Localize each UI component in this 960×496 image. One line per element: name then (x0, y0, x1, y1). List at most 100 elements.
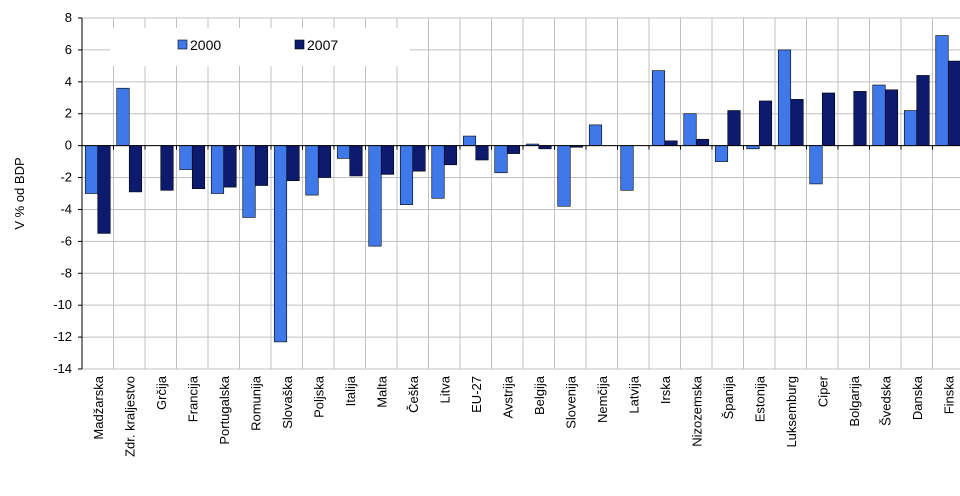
bar-2007-7 (286, 145, 300, 182)
bar-2000-28 (935, 35, 949, 146)
bar-2007-3 (160, 145, 174, 191)
bar-2007-9 (349, 145, 363, 177)
legend-background (110, 28, 410, 66)
y-tick-label: 8 (65, 10, 72, 25)
bar-2007-12 (443, 145, 458, 166)
bar-2000-14 (494, 145, 508, 174)
category-label: Španija (721, 375, 736, 419)
bar-2000-1 (84, 145, 99, 194)
y-tick-label: -6 (60, 233, 72, 248)
bar-2007-23 (790, 99, 804, 146)
bar-2000-17 (588, 124, 603, 146)
bar-2000-2 (116, 87, 130, 146)
bar-2007-21 (727, 110, 741, 146)
y-tick-label: -12 (53, 329, 72, 344)
bar-2007-6 (254, 145, 269, 186)
bar-2007-5 (223, 145, 237, 188)
gridlines (81, 17, 960, 370)
bar-2000-20 (683, 113, 697, 146)
y-tick-label: 6 (65, 42, 72, 57)
category-label: Portugalska (217, 375, 232, 444)
y-tick-label: -10 (53, 297, 72, 312)
bar-2007-22 (758, 100, 773, 146)
category-label: Italija (343, 375, 358, 406)
y-tick-label: 4 (65, 74, 72, 89)
bar-2000-16 (557, 145, 571, 207)
bar-2000-7 (273, 145, 288, 343)
category-label: Ciper (815, 375, 830, 407)
category-label: Madžarska (91, 375, 106, 439)
category-label: Romunija (248, 375, 263, 431)
bar-2007-20 (695, 138, 710, 146)
category-label: Litva (437, 375, 452, 403)
bar-2000-9 (336, 145, 351, 159)
category-label: Luksemburg (784, 376, 799, 448)
bar-2000-13 (462, 135, 477, 146)
legend-label-2007: 2007 (307, 37, 338, 53)
category-label: Estonija (752, 375, 767, 422)
bar-2007-8 (317, 145, 332, 178)
bar-2000-18 (620, 145, 634, 191)
bar-2007-24 (821, 92, 836, 146)
y-tick-label: -14 (53, 361, 72, 376)
category-label: Irska (658, 375, 673, 404)
bar-2007-28 (947, 60, 960, 146)
bar-2007-14 (506, 145, 521, 154)
bar-2000-23 (777, 49, 792, 146)
plot-area (82, 18, 960, 369)
bar-2000-5 (210, 145, 225, 194)
bar-2000-26 (872, 84, 886, 146)
category-label: Avstrija (500, 375, 515, 418)
category-label: Francija (185, 375, 200, 422)
y-tick-label: 2 (65, 106, 72, 121)
category-label: Nizozemska (689, 375, 704, 447)
y-tick-label: 0 (65, 138, 72, 153)
bar-2007-27 (916, 75, 930, 146)
axes (78, 17, 960, 370)
legend-swatch-2007 (294, 39, 305, 50)
category-label: Danska (910, 375, 925, 420)
category-label: Nemčija (595, 375, 610, 423)
category-label: Zdr. kraljestvo (122, 376, 137, 457)
bar-2000-24 (809, 145, 823, 185)
bar-2007-1 (97, 145, 111, 234)
category-label: Latvija (626, 375, 641, 413)
bar-2000-6 (242, 145, 256, 218)
bar-2007-13 (475, 145, 489, 161)
y-tick-labels: 8 6 4 2 0 -2 -4 -6 -8 -10 -12 -14 (53, 10, 72, 376)
bar-2000-19 (651, 70, 666, 146)
category-label: Slovaška (280, 375, 295, 429)
category-label: EU-27 (469, 376, 484, 413)
y-tick-label: -2 (60, 170, 72, 185)
bars-group (84, 35, 960, 343)
legend-swatch-2000 (177, 39, 188, 50)
category-label: Češka (406, 375, 421, 413)
category-label: Švedska (878, 375, 893, 426)
bar-2007-26 (884, 89, 899, 146)
category-label: Bolgarija (847, 375, 862, 426)
bar-2007-10 (380, 145, 395, 175)
bar-2000-10 (368, 145, 382, 247)
bar-2000-27 (903, 110, 918, 146)
y-axis-label: V % od BDP (12, 157, 27, 229)
bar-2007-25 (853, 91, 867, 146)
bar-2000-8 (305, 145, 319, 196)
x-category-labels: Madžarska Zdr. kraljestvo Grčija Francija Po… (91, 375, 957, 457)
bar-2007-11 (412, 145, 426, 172)
y-tick-label: -8 (60, 265, 72, 280)
legend-label-2000: 2000 (190, 37, 221, 53)
category-label: Finska (941, 375, 956, 414)
category-label: Poljska (311, 375, 326, 418)
bar-2000-12 (431, 145, 445, 199)
category-label: Grčija (154, 375, 169, 410)
bar-2007-4 (191, 145, 206, 190)
category-label: Belgija (532, 375, 547, 415)
bar-2007-2 (128, 145, 143, 193)
bar-2007-19 (664, 140, 678, 146)
y-tick-label: -4 (60, 201, 72, 216)
bar-2000-11 (399, 145, 414, 205)
bar-2000-4 (179, 145, 193, 170)
category-label: Slovenija (563, 375, 578, 429)
category-label: Malta (374, 375, 389, 408)
